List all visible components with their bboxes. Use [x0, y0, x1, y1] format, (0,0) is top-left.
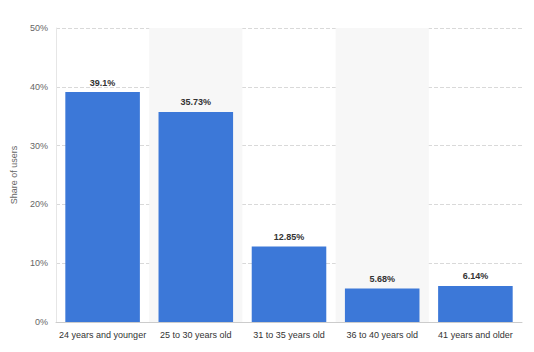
- svg-text:41 years and older: 41 years and older: [438, 330, 513, 340]
- svg-text:25 to 30 years old: 25 to 30 years old: [160, 330, 232, 340]
- svg-text:20%: 20%: [30, 199, 48, 209]
- svg-text:36 to 40 years old: 36 to 40 years old: [346, 330, 418, 340]
- svg-text:40%: 40%: [30, 82, 48, 92]
- svg-text:31 to 35 years old: 31 to 35 years old: [253, 330, 325, 340]
- svg-text:30%: 30%: [30, 141, 48, 151]
- svg-text:6.14%: 6.14%: [463, 271, 489, 281]
- svg-text:35.73%: 35.73%: [181, 97, 212, 107]
- svg-text:5.68%: 5.68%: [369, 274, 395, 284]
- svg-text:50%: 50%: [30, 23, 48, 33]
- svg-text:24 years and younger: 24 years and younger: [59, 330, 146, 340]
- svg-text:12.85%: 12.85%: [274, 232, 305, 242]
- svg-text:Share of users: Share of users: [9, 145, 19, 204]
- svg-text:10%: 10%: [30, 258, 48, 268]
- svg-text:39.1%: 39.1%: [90, 78, 116, 88]
- svg-text:0%: 0%: [35, 317, 48, 327]
